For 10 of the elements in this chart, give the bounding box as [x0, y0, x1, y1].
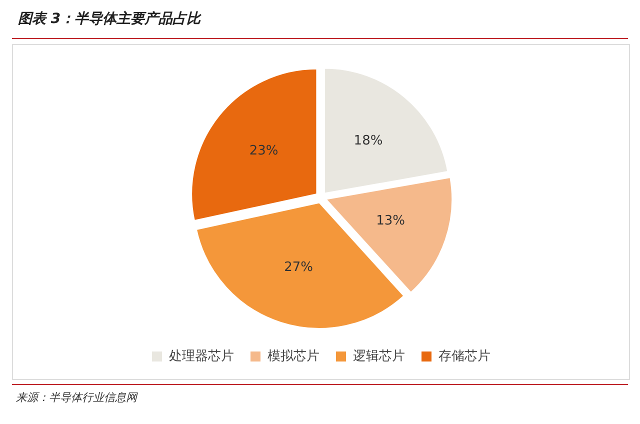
chart-title: 图表 3：半导体主要产品占比: [18, 10, 201, 28]
legend-label: 处理器芯片: [169, 348, 234, 364]
legend-label: 模拟芯片: [268, 348, 320, 364]
legend-label: 存储芯片: [438, 348, 490, 364]
data-label: 18%: [354, 134, 383, 149]
data-label: 23%: [249, 144, 278, 159]
data-label: 27%: [284, 260, 314, 275]
source-note: 来源：半导体行业信息网: [16, 390, 137, 405]
legend-label: 逻辑芯片: [353, 348, 405, 364]
data-label: 13%: [376, 214, 405, 229]
